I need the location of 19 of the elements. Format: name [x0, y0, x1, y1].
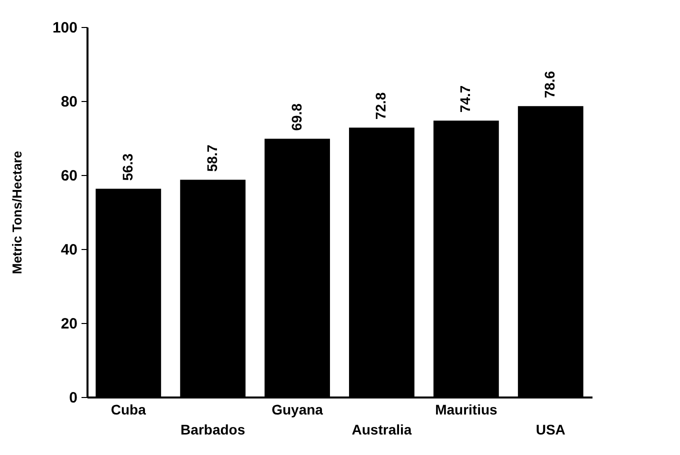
y-tick-label: 100 [52, 20, 78, 36]
y-tick-label: 40 [60, 242, 78, 258]
y-axis-title: Metric Tons/Hectare [9, 150, 24, 274]
x-tick-label: USA [536, 422, 566, 438]
y-tick-label: 80 [60, 94, 78, 110]
y-tick-label: 20 [60, 316, 78, 332]
y-tick-label: 60 [60, 168, 78, 184]
x-tick-label: Mauritius [435, 402, 498, 418]
data-label: 74.7 [457, 85, 474, 113]
data-label: 69.8 [288, 103, 304, 131]
x-tick-label: Barbados [180, 422, 246, 438]
x-tick-label: Cuba [110, 402, 146, 418]
data-label: 72.8 [372, 92, 389, 120]
data-label: 58.7 [204, 144, 220, 172]
data-label: 78.6 [542, 70, 558, 98]
x-tick-label: Guyana [272, 402, 324, 418]
x-tick-label: Australia [352, 422, 412, 438]
data-label: 56.3 [119, 153, 136, 181]
y-tick-label: 0 [69, 390, 78, 406]
